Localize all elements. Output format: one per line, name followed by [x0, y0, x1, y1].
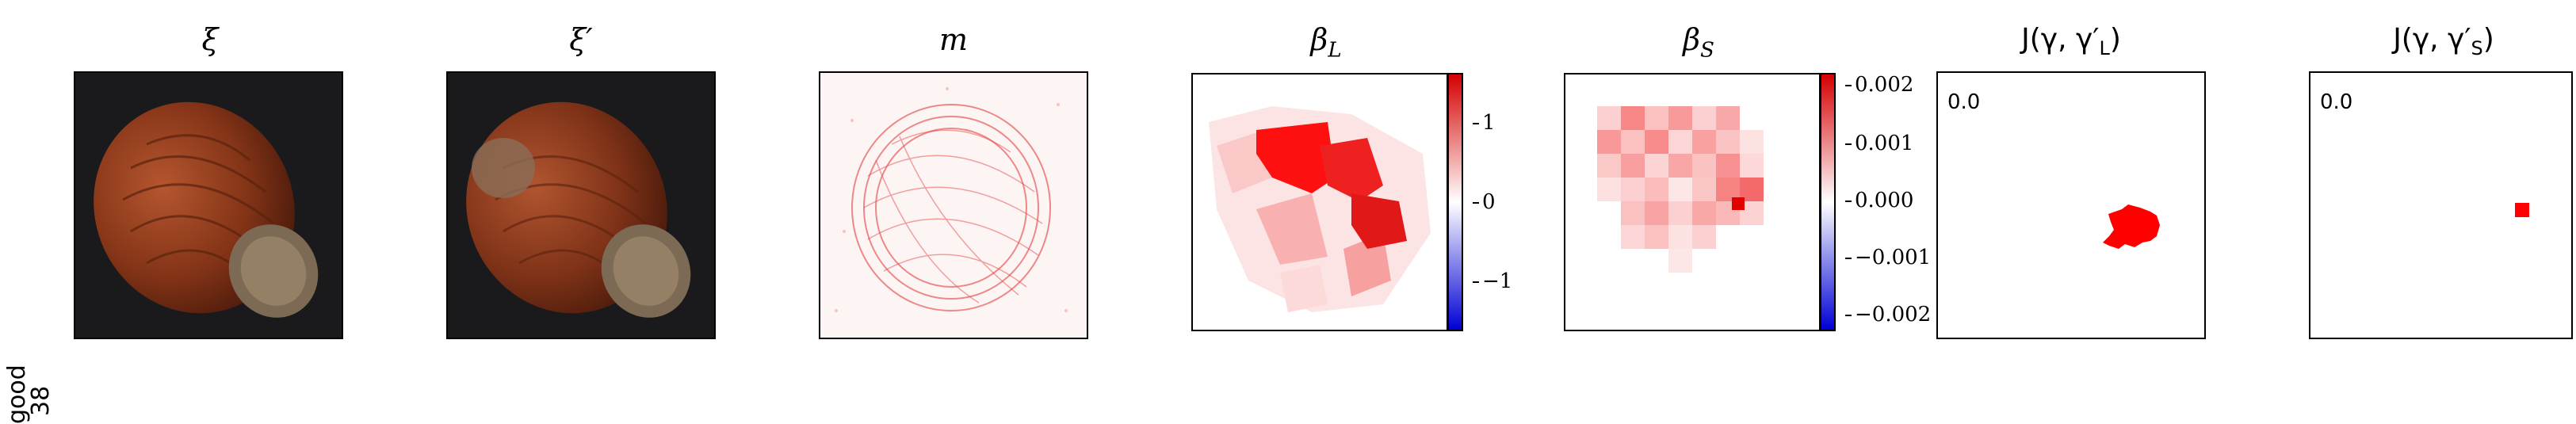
xi-prime-title: ξ′: [569, 22, 593, 57]
j-l-value: 0.0: [1947, 90, 1981, 114]
beta-l-title: βL: [1310, 22, 1342, 63]
hazelnut-image-perturbed: [448, 73, 714, 338]
beta-l-heatmap: [1193, 74, 1447, 330]
j-s-title: J(γ, γ′S): [2393, 23, 2494, 60]
j-l-panel: 0.0: [1936, 71, 2206, 339]
beta-l-colorbar: [1447, 73, 1463, 331]
beta-s-tick-0: 0.002: [1844, 73, 1914, 97]
beta-s-tick-1: 0.001: [1844, 132, 1914, 155]
beta-s-tick-3: −0.001: [1844, 246, 1932, 269]
beta-s-panel: [1564, 73, 1821, 331]
xi-prime-image-panel: [446, 71, 716, 339]
j-l-title: J(γ, γ′L): [2021, 23, 2121, 60]
beta-l-panel: [1191, 73, 1448, 331]
m-title: m: [938, 22, 969, 57]
j-l-region: [2103, 204, 2160, 249]
m-mask-panel: [819, 71, 1088, 339]
beta-s-tick-4: −0.002: [1844, 303, 1932, 327]
hazelnut-image: [75, 73, 342, 338]
beta-l-tick-0: 0: [1473, 190, 1496, 214]
j-s-region: [2515, 203, 2529, 217]
beta-s-colorbar: [1820, 73, 1836, 331]
xi-image-panel: [74, 71, 343, 339]
beta-l-tick-neg1: −1: [1472, 269, 1513, 293]
j-s-panel: 0.0: [2309, 71, 2573, 339]
mask-heatmap: [820, 73, 1087, 338]
xi-title: ξ: [201, 22, 219, 57]
row-label: good 38: [0, 186, 55, 424]
beta-s-title: βS: [1683, 22, 1714, 63]
beta-s-heatmap: [1565, 74, 1819, 330]
j-s-value: 0.0: [2320, 90, 2353, 114]
beta-s-tick-2: 0.000: [1844, 189, 1914, 212]
row-label-line2: 38: [27, 385, 55, 416]
beta-l-tick-1: 1: [1473, 111, 1496, 135]
